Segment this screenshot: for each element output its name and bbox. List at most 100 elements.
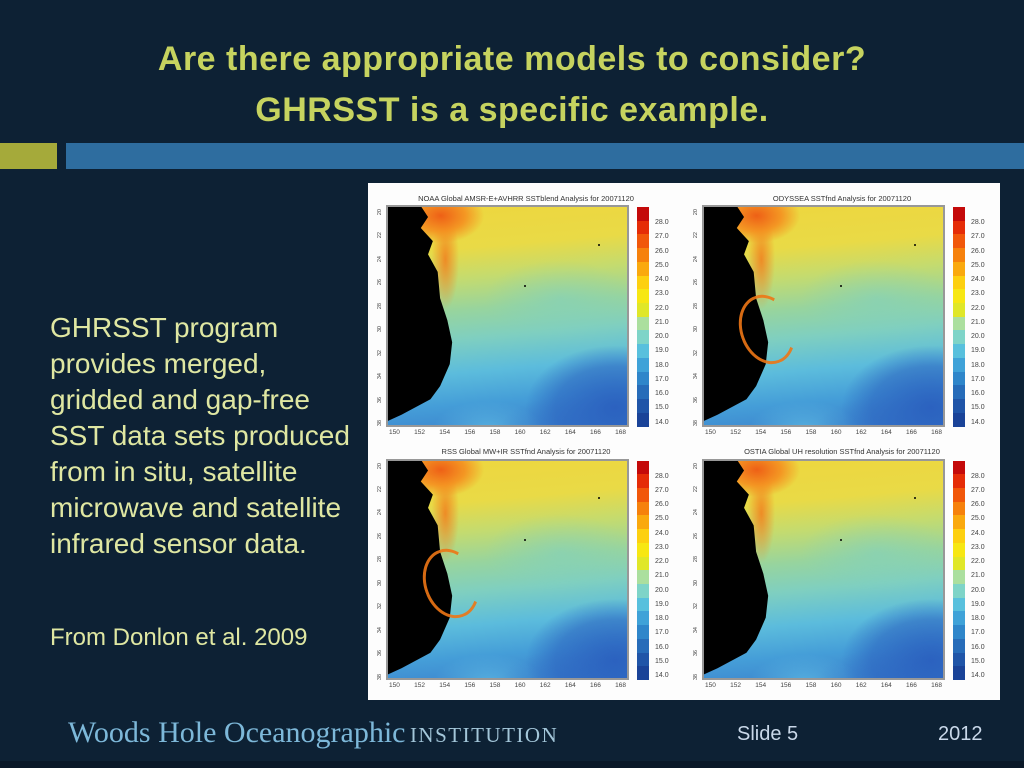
marker-dot	[840, 538, 843, 541]
body-text-line: microwave and satellite	[50, 492, 342, 523]
colorbar-tick-label: 25.0	[971, 261, 985, 269]
x-tick-label: 168	[615, 682, 626, 689]
y-tick-label: 38	[692, 673, 699, 680]
x-tick-label: 166	[590, 682, 601, 689]
x-tick-label: 162	[539, 682, 551, 689]
colorbar-tick-label: 14.0	[971, 672, 985, 679]
x-tick-label: 166	[906, 428, 917, 436]
colorbar-tick-label: 22.0	[971, 304, 985, 312]
y-tick-label: 28	[692, 302, 699, 310]
colorbar-segment	[953, 357, 965, 372]
y-tick-label: 34	[376, 373, 383, 380]
x-tick-label: 156	[464, 428, 476, 436]
colorbar-segment	[953, 666, 965, 680]
colorbar-segment	[637, 474, 649, 488]
colorbar-segment	[637, 460, 649, 475]
slide-number: Slide 5	[737, 723, 799, 745]
colorbar-tick-label: 18.0	[655, 361, 669, 369]
colorbar-tick-label: 16.0	[971, 390, 985, 397]
colorbar-tick-label: 20.0	[971, 333, 985, 340]
bottom-edge-strip	[0, 761, 1024, 768]
marker-dot	[914, 497, 917, 500]
colorbar-tick-label: 18.0	[655, 615, 669, 622]
colorbar-tick-label: 19.0	[655, 347, 669, 355]
colorbar-segment	[637, 248, 649, 262]
x-tick-label: 150	[389, 682, 400, 689]
y-tick-label: 20	[376, 209, 383, 216]
colorbar-tick-label: 24.0	[971, 276, 985, 283]
colorbar-segment	[953, 515, 965, 530]
sst-map-odyssea	[702, 205, 945, 427]
colorbar-tick-label: 22.0	[971, 558, 985, 565]
colorbar-segment	[953, 316, 965, 331]
colorbar-segment	[637, 412, 649, 427]
colorbar-tick-label: 26.0	[971, 247, 985, 255]
colorbar-labels: 28.0 27.0 26.0 25.0 24.0 23.0 22.0 21.0 20.0 19.0…	[968, 207, 992, 427]
colorbar-segment	[637, 220, 649, 235]
whoi-wordmark-main: Woods Hole Oceanographic	[68, 716, 406, 749]
colorbar-segment	[953, 529, 965, 543]
y-tick-label: 36	[376, 650, 383, 657]
y-axis-labels: 20 22 24 26 28 30 32 34 36 38	[376, 463, 385, 681]
y-tick-label: 24	[692, 255, 699, 263]
y-tick-label: 30	[376, 579, 383, 587]
colorbar	[637, 207, 649, 427]
map-panel-odyssea: ODYSSEA SSTfnd Analysis for 20071120 20 2…	[686, 189, 998, 443]
marker-dot	[598, 497, 601, 500]
map-title: ODYSSEA SSTfnd Analysis for 20071120	[772, 193, 912, 203]
colorbar-segment	[637, 666, 649, 680]
colorbar-segment	[953, 234, 965, 249]
map-title: RSS Global MW+IR SSTfnd Analysis for 200…	[441, 447, 611, 456]
sst-map-rss	[386, 458, 629, 680]
marker-dot	[840, 285, 843, 288]
y-tick-label: 32	[692, 603, 699, 610]
y-tick-label: 34	[376, 626, 383, 634]
colorbar-segment	[953, 542, 965, 557]
colorbar-tick-label: 26.0	[655, 247, 669, 255]
slide-year: 2012	[938, 723, 983, 745]
marker-dot	[524, 285, 527, 288]
colorbar-segment	[953, 460, 965, 475]
colorbar-segment	[953, 501, 965, 516]
y-tick-label: 26	[376, 279, 383, 286]
colorbar-segment	[637, 583, 649, 598]
colorbar-segment	[953, 371, 965, 386]
colorbar-tick-label: 21.0	[971, 318, 985, 326]
body-text-line: infrared sensor data.	[50, 528, 307, 559]
x-tick-label: 152	[414, 682, 425, 689]
map-panel-noaa: NOAA Global AMSR-E+AVHRR SSTblend Analys…	[370, 189, 682, 443]
colorbar-tick-label: 19.0	[971, 347, 985, 355]
colorbar-segment	[637, 207, 649, 221]
x-axis-labels: 150 152 154 156 158 160 162 164 166 168	[386, 427, 629, 441]
y-tick-label: 28	[376, 556, 383, 563]
marker-dot	[598, 243, 601, 246]
colorbar-segment	[953, 207, 965, 221]
colorbar-tick-label: 14.0	[971, 418, 985, 426]
colorbar-tick-label: 25.0	[655, 515, 669, 523]
y-tick-label: 34	[692, 626, 699, 634]
colorbar-segment	[637, 597, 649, 612]
y-tick-label: 20	[376, 462, 383, 469]
x-tick-label: 156	[780, 682, 792, 689]
colorbar-segment	[953, 289, 965, 304]
landmass	[704, 206, 769, 422]
map-panel-ostia: OSTIA Global UH resolution SSTfnd Analys…	[686, 443, 998, 697]
colorbar-tick-label: 22.0	[655, 558, 669, 565]
colorbar-tick-label: 19.0	[655, 600, 669, 608]
colorbar-tick-label: 17.0	[971, 629, 985, 637]
colorbar-segment	[953, 638, 965, 653]
accent-bar-olive	[0, 143, 57, 169]
x-axis-labels: 150 152 154 156 158 160 162 164 166 168	[386, 680, 629, 694]
body-text-line: GHRSST program	[50, 312, 279, 343]
colorbar-tick-label: 15.0	[655, 404, 669, 412]
x-tick-label: 152	[730, 682, 741, 689]
colorbar-segment	[953, 611, 965, 626]
y-tick-label: 32	[376, 349, 383, 357]
colorbar-tick-label: 15.0	[971, 404, 985, 412]
colorbar-segment	[637, 611, 649, 626]
colorbar-tick-label: 15.0	[655, 657, 669, 665]
y-axis-labels: 20 22 24 26 28 30 32 34 36 38	[692, 463, 701, 681]
colorbar-labels: 28.0 27.0 26.0 25.0 24.0 23.0 22.0 21.0 20.0 19.0…	[652, 461, 676, 681]
colorbar-tick-label: 15.0	[971, 657, 985, 665]
colorbar-segment	[953, 248, 965, 262]
